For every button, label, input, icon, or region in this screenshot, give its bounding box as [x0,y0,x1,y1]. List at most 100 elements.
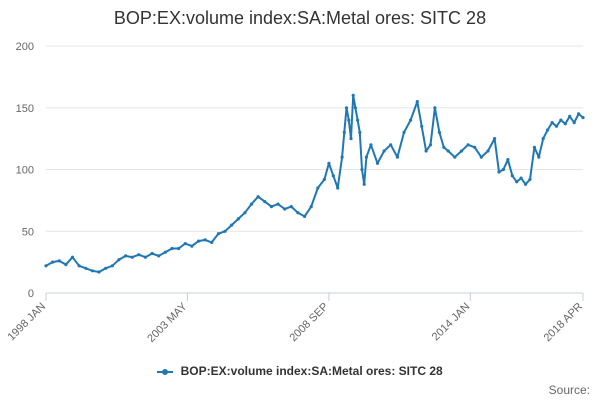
data-point [57,259,61,263]
legend-swatch [157,367,174,377]
chart-title: BOP:EX:volume index:SA:Metal ores: SITC … [113,8,487,28]
data-point [497,170,501,174]
data-point [64,263,68,267]
data-point [554,124,559,128]
data-point [276,202,280,206]
x-tick-label: 2018 APR [542,301,586,345]
data-point [510,174,514,178]
data-point [437,130,441,134]
data-point [466,143,470,147]
data-point [110,264,114,268]
data-point [541,137,545,141]
data-point [344,106,349,110]
data-point [316,186,320,190]
data-point [196,239,201,243]
y-tick-label: 0 [28,288,34,300]
data-point [356,118,360,122]
data-point [150,251,154,256]
x-tick-label: 2008 SEP [287,301,331,345]
legend-label[interactable]: BOP:EX:volume index:SA:Metal ores: SITC … [180,364,443,378]
data-point [528,177,532,181]
data-point [493,137,497,141]
data-point [230,223,234,227]
data-point [415,100,419,104]
data-point [183,242,187,246]
data-point [70,255,75,259]
data-point [362,182,366,186]
data-point [389,143,393,147]
data-point [453,155,457,159]
data-point [303,214,307,218]
data-point [216,232,220,236]
data-point [97,270,101,274]
data-point [130,255,134,259]
data-point [296,211,300,215]
data-point [559,118,563,122]
data-point [210,240,214,244]
data-point [572,121,576,125]
data-point [563,122,567,126]
data-point [249,202,254,206]
data-point [327,161,331,165]
data-point [353,106,357,110]
data-point [190,244,194,248]
data-point [243,211,247,215]
data-point [347,118,351,122]
data-point [402,130,406,134]
data-point [568,114,572,118]
data-point [236,217,240,221]
data-point [269,205,273,209]
y-tick-label: 50 [22,226,34,238]
data-point [428,143,433,147]
x-tick-label: 2014 JAN [430,301,473,344]
data-point [519,176,523,180]
data-point [170,246,174,251]
data-point [424,149,428,153]
data-point [358,130,362,134]
data-point [44,264,48,268]
data-point [349,137,353,141]
data-point [581,116,585,120]
data-point [546,128,550,132]
data-point [369,143,373,147]
data-point [395,155,399,159]
data-point [117,258,121,262]
data-point [420,124,424,128]
data-point [442,145,446,149]
data-point [479,155,483,159]
y-tick-label: 200 [16,41,34,53]
data-point [501,167,505,172]
data-point [104,266,108,270]
legend[interactable]: BOP:EX:volume index:SA:Metal ores: SITC … [0,364,600,378]
data-point [336,186,340,190]
data-point [506,158,510,162]
data-point [143,255,147,259]
data-point [51,260,55,264]
data-point [409,118,413,122]
data-point [90,269,94,273]
data-point [473,145,477,149]
data-point [283,207,287,211]
data-point [382,149,386,153]
data-point [550,121,554,125]
data-point [322,177,326,181]
data-point [537,155,541,159]
data-point [84,266,88,270]
data-point [223,229,227,233]
x-tick-label: 2003 MAY [145,300,190,345]
data-point [177,246,181,251]
data-point [340,155,344,159]
y-tick-label: 150 [16,103,34,115]
data-point [137,253,141,257]
data-point [256,195,260,199]
data-point [309,205,313,209]
data-point [331,174,335,178]
data-point [289,205,293,209]
data-point [77,264,81,268]
data-point [360,167,364,172]
data-point [486,149,490,153]
data-point [459,149,464,153]
data-point [532,145,537,149]
data-point [203,238,207,242]
